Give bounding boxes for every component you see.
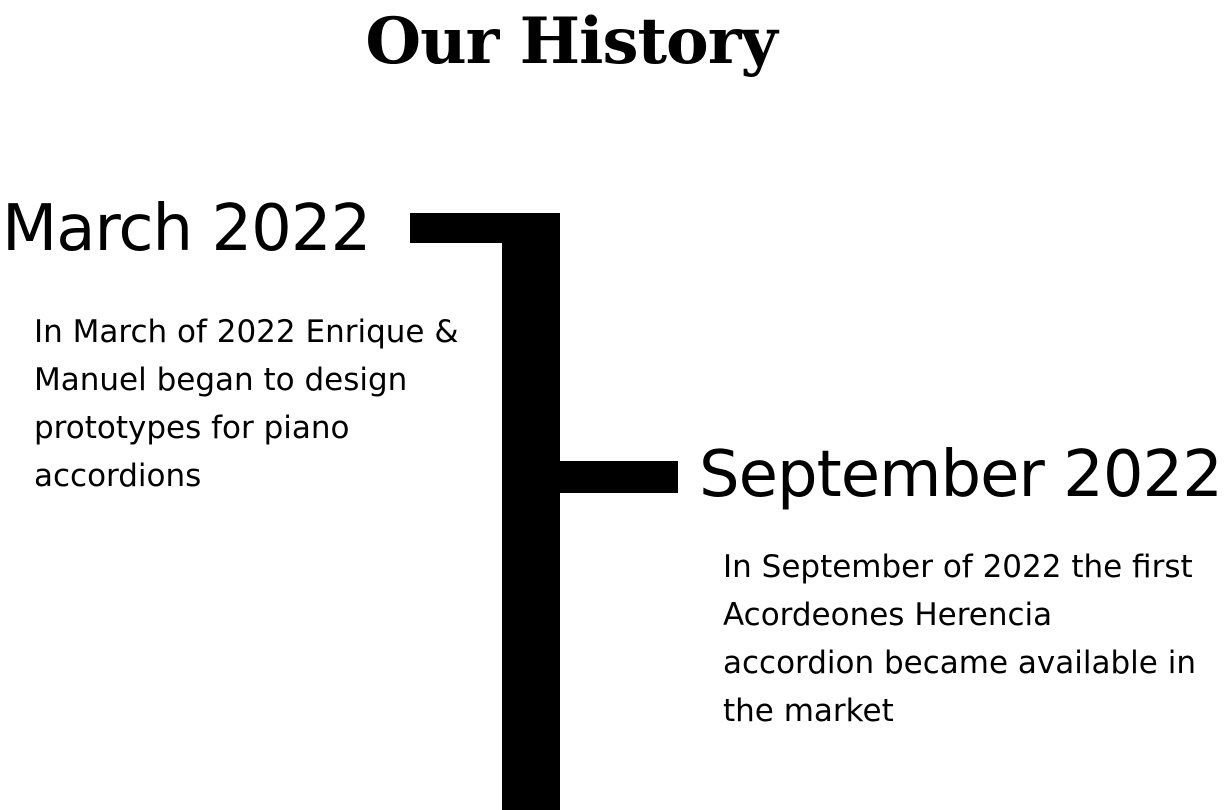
timeline-branch-march-2022	[410, 213, 558, 243]
timeline-branch-september-2022	[556, 461, 678, 493]
event-date: September 2022	[699, 438, 1223, 512]
event-description: In March of 2022 Enrique & Manuel began …	[34, 314, 459, 494]
event-date: March 2022	[2, 192, 371, 266]
page-title: Our History	[365, 4, 777, 79]
timeline-spine	[502, 213, 560, 810]
event-description: In September of 2022 the first Acordeone…	[723, 549, 1196, 729]
